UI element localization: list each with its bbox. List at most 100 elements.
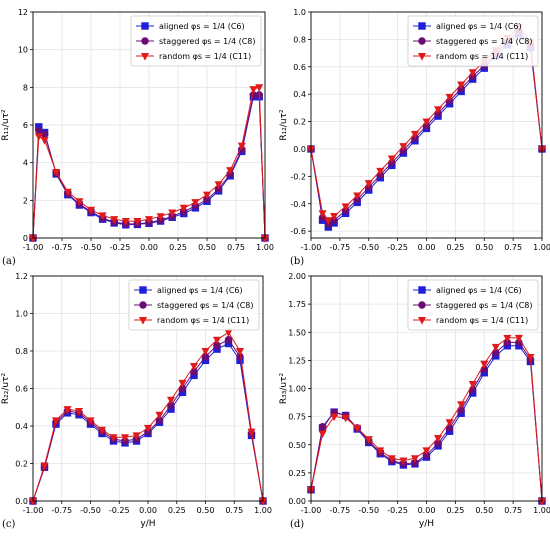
data-point — [255, 84, 264, 92]
x-tick-label: 0.75 — [504, 506, 522, 515]
y-tick-label: 0.0 — [15, 497, 28, 506]
data-point — [247, 428, 256, 437]
data-point — [51, 417, 61, 425]
data-point — [201, 347, 210, 356]
data-point — [503, 334, 512, 343]
x-tick-label: -0.25 — [387, 506, 408, 515]
y-tick-label: 0.8 — [15, 347, 28, 356]
x-tick-label: 0.00 — [418, 243, 436, 252]
y-axis-label: R₁₁/uτ² — [1, 109, 11, 141]
y-tick-label: 1.50 — [288, 328, 306, 337]
x-axis-label: y/H — [419, 519, 434, 529]
legend-label: random φs = 1/4 (C11) — [159, 52, 251, 61]
panel-label: (c) — [2, 519, 16, 530]
data-point — [422, 447, 431, 455]
y-tick-label: 0.2 — [15, 460, 28, 469]
legend-marker — [141, 37, 149, 45]
data-point — [399, 457, 408, 466]
series-3 — [306, 334, 547, 506]
panel-label: (d) — [290, 519, 304, 530]
x-tick-label: -0.75 — [52, 243, 73, 252]
data-point — [63, 188, 72, 197]
legend-label: staggered φs = 1/4 (C8) — [157, 301, 254, 310]
data-point — [110, 216, 119, 224]
legend: aligned φs = 1/4 (C6) staggered φs = 1/4 … — [130, 15, 262, 67]
x-tick-label: -0.50 — [358, 243, 379, 252]
y-tick-label: 10 — [18, 46, 28, 55]
data-point — [120, 434, 130, 442]
x-tick-label: 0.50 — [198, 243, 216, 252]
data-point — [132, 432, 141, 440]
legend-label: aligned φs = 1/4 (C6) — [436, 22, 522, 31]
data-point — [202, 191, 212, 200]
data-point — [353, 192, 362, 201]
chart-panel-3: -1.00 -0.75 -0.50 -0.25 0.00 0.25 0.50 0.75 1.00… — [1, 272, 272, 530]
data-point — [410, 455, 419, 463]
data-point — [434, 106, 443, 114]
data-point — [75, 198, 84, 206]
x-axis-label: y/H — [140, 519, 155, 529]
y-tick-label: 0.2 — [293, 118, 306, 127]
series-3 — [28, 329, 268, 506]
x-tick-label: -1.00 — [23, 243, 44, 252]
x-tick-label: 0.00 — [139, 506, 157, 515]
data-point — [399, 143, 408, 151]
legend: aligned φs = 1/4 (C6) staggered φs = 1/4 … — [128, 279, 260, 331]
y-tick-label: 0.75 — [288, 413, 306, 422]
data-point — [330, 413, 339, 422]
legend-marker — [141, 22, 149, 30]
legend-marker — [139, 286, 147, 294]
data-point — [376, 167, 385, 176]
data-point — [364, 436, 373, 444]
data-point — [121, 217, 130, 226]
y-tick-label: -0.4 — [290, 200, 306, 209]
legend-marker — [417, 316, 427, 325]
data-point — [457, 401, 466, 409]
legend-box — [128, 279, 260, 331]
chart-panel-2: -1.00 -0.75 -0.50 -0.25 0.00 0.25 0.50 0.75 1.00… — [279, 8, 550, 267]
legend-marker — [418, 22, 426, 30]
y-tick-label: 4 — [23, 159, 28, 168]
y-axis-label: R₁₂/uτ² — [279, 109, 289, 141]
x-tick-label: 0.00 — [140, 243, 158, 252]
y-tick-label: 0.4 — [15, 422, 28, 431]
y-tick-label: 1.0 — [15, 310, 28, 319]
data-point — [35, 126, 43, 135]
panel-label: (a) — [2, 256, 16, 267]
y-axis-label: R₂₂/uτ² — [1, 372, 11, 404]
data-point — [86, 206, 96, 215]
legend-label: staggered φs = 1/4 (C8) — [436, 37, 533, 46]
data-point — [155, 411, 164, 420]
data-point — [341, 203, 350, 212]
data-point — [189, 362, 199, 371]
data-point — [63, 406, 72, 414]
data-point — [353, 424, 362, 433]
data-point — [98, 212, 107, 220]
data-point — [387, 155, 396, 164]
legend: aligned φs = 1/4 (C6) staggered φs = 1/4 … — [407, 15, 539, 67]
y-axis-label: R₃₃/uτ² — [279, 372, 289, 404]
y-tick-label: 0.8 — [293, 35, 306, 44]
panel-label: (b) — [290, 256, 304, 267]
data-point — [168, 209, 177, 218]
y-tick-label: 2 — [23, 196, 28, 205]
x-tick-label: -0.25 — [387, 243, 408, 252]
data-point — [224, 329, 233, 337]
data-point — [97, 426, 107, 435]
y-tick-label: 0 — [23, 234, 28, 243]
data-point — [376, 447, 385, 455]
x-tick-label: -0.50 — [81, 243, 102, 252]
plot-frame — [32, 11, 266, 239]
legend: aligned φs = 1/4 (C6) staggered φs = 1/4 … — [407, 279, 539, 331]
data-point — [224, 336, 233, 344]
data-point — [318, 430, 327, 439]
data-point — [144, 216, 154, 224]
x-tick-label: -0.75 — [330, 506, 351, 515]
x-tick-label: 1.00 — [256, 243, 274, 252]
legend-label: staggered φs = 1/4 (C8) — [159, 37, 256, 46]
legend-label: staggered φs = 1/4 (C8) — [436, 301, 533, 310]
data-point — [40, 130, 49, 139]
y-tick-label: 0.00 — [288, 497, 306, 506]
data-point — [40, 137, 49, 145]
data-point — [74, 407, 84, 416]
